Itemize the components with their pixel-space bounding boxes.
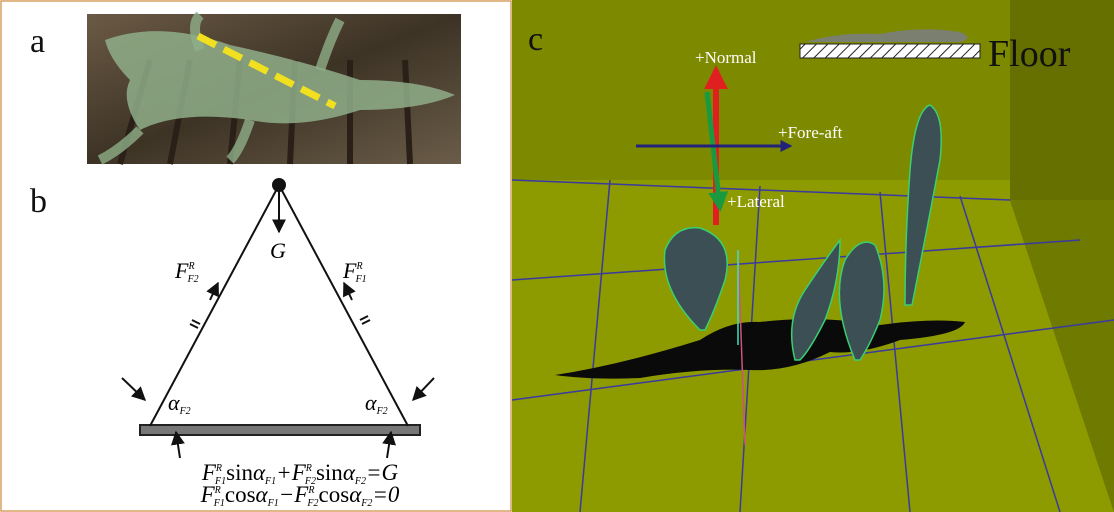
panel-label: a — [30, 23, 45, 60]
axis-label: +Normal — [695, 48, 757, 67]
text-part: R — [214, 485, 221, 496]
text-part: R — [305, 463, 312, 474]
gecko-photo — [87, 14, 461, 164]
text-part: α — [365, 390, 377, 415]
axis-label: +Lateral — [727, 192, 785, 211]
text-part: α — [256, 482, 269, 507]
text-part: α — [349, 482, 362, 507]
text-part: F2 — [306, 498, 318, 509]
text-part: R — [215, 463, 222, 474]
text-part: R — [307, 485, 314, 496]
text-part: R — [355, 261, 362, 272]
text-part: F1 — [267, 498, 279, 509]
text-part: F2 — [360, 498, 372, 509]
page: {"panel_a": {"label": "a"}, "panel_b": {… — [0, 0, 1114, 512]
panel-label: c — [528, 21, 543, 58]
text-part: F2 — [179, 406, 191, 417]
text-part: =0 — [372, 482, 400, 507]
text-part: cos — [319, 482, 350, 507]
mass-point — [272, 178, 286, 192]
text-part: F2 — [187, 274, 199, 285]
weight-label: G — [270, 238, 286, 263]
axis-label: +Fore-aft — [778, 123, 843, 142]
text-part: F1 — [355, 274, 367, 285]
text-part: F1 — [213, 498, 225, 509]
scene — [512, 0, 1114, 512]
text-part: F2 — [376, 406, 388, 417]
floor-label: Floor — [988, 33, 1071, 75]
text-part: cos — [225, 482, 256, 507]
panel-label: b — [30, 183, 47, 220]
figure: a b G FRF2​ FRF1​ αF2​ αF2​ FRF1​sinαF1​… — [0, 0, 1114, 512]
text-part: α — [168, 390, 180, 415]
text-part: − — [279, 482, 295, 507]
text-part: R — [187, 261, 194, 272]
